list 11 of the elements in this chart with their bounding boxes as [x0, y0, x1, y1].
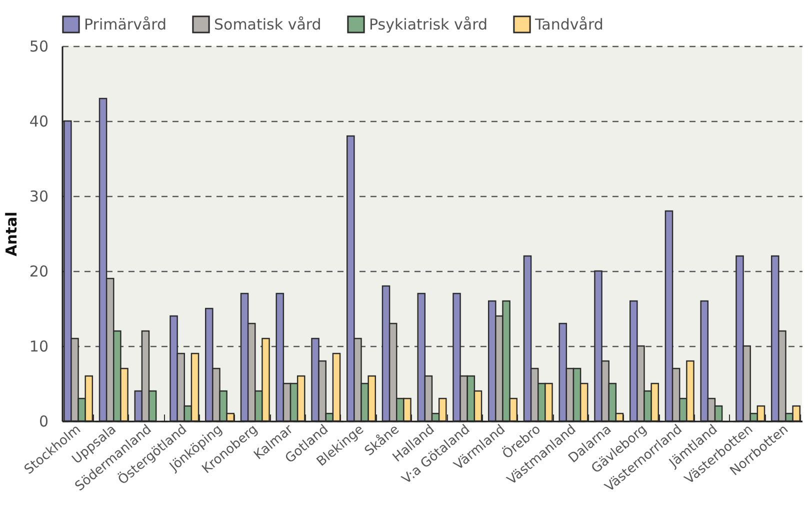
legend-label: Somatisk vård [214, 15, 322, 34]
legend-label: Tandvård [534, 15, 604, 34]
legend-label: Primärvård [84, 15, 167, 34]
y-tick-label: 20 [29, 262, 48, 280]
y-tick-label: 30 [29, 188, 48, 206]
y-tick-label: 50 [29, 38, 48, 56]
legend-label: Psykiatrisk vård [369, 15, 488, 34]
y-tick-label: 0 [38, 412, 48, 430]
y-tick-label: 10 [29, 338, 48, 356]
y-axis-title: Antal [2, 212, 20, 256]
y-tick-label: 40 [29, 112, 48, 130]
